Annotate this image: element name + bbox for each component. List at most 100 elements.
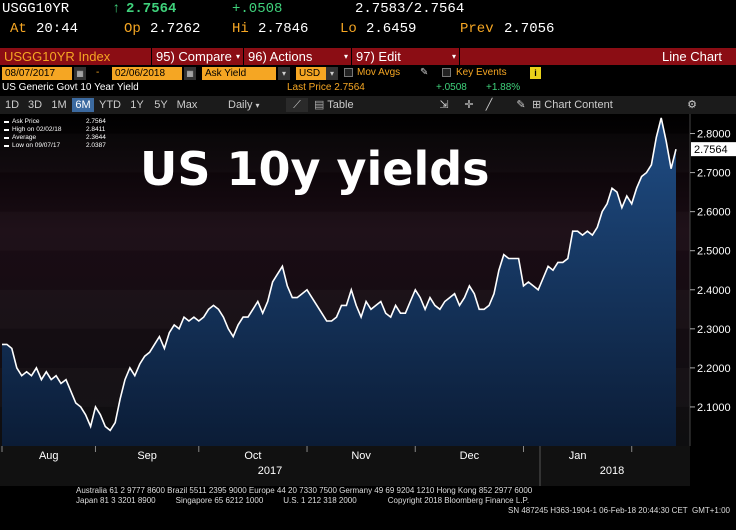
x-axis-strip: [0, 446, 690, 486]
chart-type-label: Line Chart: [662, 49, 722, 64]
date-range-dash: -: [96, 67, 100, 78]
pencil-icon[interactable]: ✎: [420, 67, 429, 78]
low-label: Lo: [340, 21, 357, 37]
period-button-1y[interactable]: 1Y: [130, 99, 144, 111]
period-button-max[interactable]: Max: [176, 99, 198, 111]
x-month-label: Aug: [39, 450, 59, 462]
draw-line-icon[interactable]: ╱: [485, 99, 493, 111]
crosshair-icon[interactable]: ✛: [464, 99, 474, 111]
yield-line-chart[interactable]: 2.1000 2.2000 2.3000 2.4000 2.5000 2.6000 2.70…: [0, 114, 736, 486]
y-axis-ticks: 2.1000 2.2000 2.3000 2.4000 2.5000 2.6000 2.70…: [690, 129, 731, 414]
y-tick-label: 2.4000: [697, 285, 731, 297]
net-change: +.0508: [232, 1, 283, 17]
legend-row: Average 2.3644: [4, 134, 114, 142]
table-label: Table: [327, 99, 354, 111]
quote-header-line1: USGG10YR ↑ 2.7564 +.0508 2.7583/2.7564: [0, 0, 736, 18]
currency-select[interactable]: USD: [296, 67, 326, 80]
table-button[interactable]: ▤ Table: [310, 98, 364, 112]
calendar-icon[interactable]: ▦: [184, 67, 196, 80]
chart-legend: Ask Price 2.7564 High on 02/02/18 2.8411 Ave…: [4, 118, 114, 158]
security-index-label: USGG10YR Index: [4, 49, 111, 64]
yield-area-fill: [2, 117, 676, 447]
period-button-1m[interactable]: 1M: [51, 99, 67, 111]
actions-label: 96) Actions: [248, 49, 313, 64]
y-tick-label: 2.8000: [697, 129, 731, 141]
annotation-icon[interactable]: ✎: [516, 99, 526, 111]
footer-contacts-line2: Japan 81 3 3201 8900 Singapore 65 6212 1…: [76, 496, 530, 505]
start-date-input[interactable]: 08/07/2017: [2, 67, 72, 80]
chevron-down-icon: ▾: [255, 101, 260, 110]
last-price-info: Last Price 2.7564: [287, 82, 365, 93]
high-label: Hi: [232, 21, 249, 37]
edit-button[interactable]: 97) Edit ▾: [352, 48, 460, 65]
prev-value: 2.7056: [504, 21, 555, 37]
low-value: 2.6459: [366, 21, 417, 37]
period-button-ytd[interactable]: YTD: [99, 99, 121, 111]
high-value: 2.7846: [258, 21, 309, 37]
actions-button[interactable]: 96) Actions ▾: [244, 48, 352, 65]
field-select[interactable]: Ask Yield: [202, 67, 276, 80]
legend-swatch: [4, 121, 9, 123]
interval-select[interactable]: Daily ▾: [222, 98, 280, 112]
legend-label: Average: [12, 134, 37, 141]
table-icon: ▤: [314, 99, 325, 111]
period-button-5y[interactable]: 5Y: [154, 99, 168, 111]
chart-content-button[interactable]: ⊞ Chart Content: [530, 98, 634, 112]
quote-time: 20:44: [36, 21, 79, 37]
legend-value: 2.7564: [86, 118, 106, 125]
interval-label: Daily: [228, 99, 253, 111]
period-button-6m[interactable]: 6M: [72, 98, 94, 112]
x-month-label: Nov: [351, 450, 371, 462]
x-month-label: Jan: [569, 450, 587, 462]
prev-label: Prev: [460, 21, 494, 37]
chart-toolbar: 1D 3D 1M 6M YTD 1Y 5Y Max Daily ▾ ⟋ ▤ Table ⇲ ✛…: [0, 96, 736, 114]
compare-label: 95) Compare: [156, 49, 232, 64]
security-index-button[interactable]: USGG10YR Index: [0, 48, 152, 65]
x-month-label: Sep: [137, 450, 157, 462]
actions-dropdown-icon: ▾: [343, 52, 348, 61]
chart-content-label: Chart Content: [544, 99, 613, 111]
legend-swatch: [4, 137, 9, 139]
x-year-label: 2017: [258, 465, 282, 477]
security-info-row: US Generic Govt 10 Year Yield Last Price…: [0, 81, 736, 95]
legend-row: High on 02/02/18 2.8411: [4, 126, 114, 134]
chevron-down-icon[interactable]: ▾: [278, 67, 290, 80]
period-button-1d[interactable]: 1D: [4, 99, 20, 111]
calendar-icon[interactable]: ▦: [74, 67, 86, 80]
line-chart-icon[interactable]: ⟋: [286, 98, 308, 112]
mov-avgs-checkbox[interactable]: [344, 68, 353, 77]
info-change: +.0508: [436, 82, 467, 93]
footer-session-info: SN 487245 H363-1904-1 06-Feb-18 20:44:30…: [508, 506, 730, 515]
open-label: Op: [124, 21, 141, 37]
bid-ask: 2.7583/2.7564: [355, 1, 465, 17]
last-value-tag: 2.7564: [691, 142, 736, 157]
info-icon[interactable]: i: [530, 67, 541, 79]
legend-swatch: [4, 129, 9, 131]
key-events-checkbox[interactable]: [442, 68, 451, 77]
gear-icon[interactable]: ⚙: [687, 99, 697, 111]
open-value: 2.7262: [150, 21, 201, 37]
legend-label: Ask Price: [12, 118, 40, 125]
x-month-label: Oct: [244, 450, 261, 462]
chevron-down-icon[interactable]: ▾: [326, 67, 338, 80]
legend-label: High on 02/02/18: [12, 126, 62, 133]
last-price: 2.7564: [126, 1, 177, 17]
zoom-icon[interactable]: ⇲: [439, 99, 449, 111]
quote-header-line2: At 20:44 Op 2.7262 Hi 2.7846 Lo 2.6459 P…: [0, 20, 736, 38]
last-value-tag-box: [691, 142, 736, 157]
last-value-tag-text: 2.7564: [694, 144, 728, 156]
function-menubar: USGG10YR Index 95) Compare ▾ 96) Actions ▾…: [0, 48, 736, 65]
chart-type-title: Line Chart: [460, 48, 736, 65]
y-tick-label: 2.6000: [697, 207, 731, 219]
period-button-3d[interactable]: 3D: [27, 99, 43, 111]
yield-series-line: [2, 117, 677, 432]
y-tick-label: 2.5000: [697, 246, 731, 258]
y-tick-label: 2.7000: [697, 168, 731, 180]
edit-dropdown-icon: ▾: [451, 52, 456, 61]
compare-button[interactable]: 95) Compare ▾: [152, 48, 244, 65]
end-date-input[interactable]: 02/06/2018: [112, 67, 182, 80]
bloomberg-footer: Australia 61 2 9777 8600 Brazil 5511 239…: [0, 486, 736, 530]
edit-label: 97) Edit: [356, 49, 401, 64]
y-tick-label: 2.2000: [697, 363, 731, 375]
x-month-label: Dec: [460, 450, 480, 462]
